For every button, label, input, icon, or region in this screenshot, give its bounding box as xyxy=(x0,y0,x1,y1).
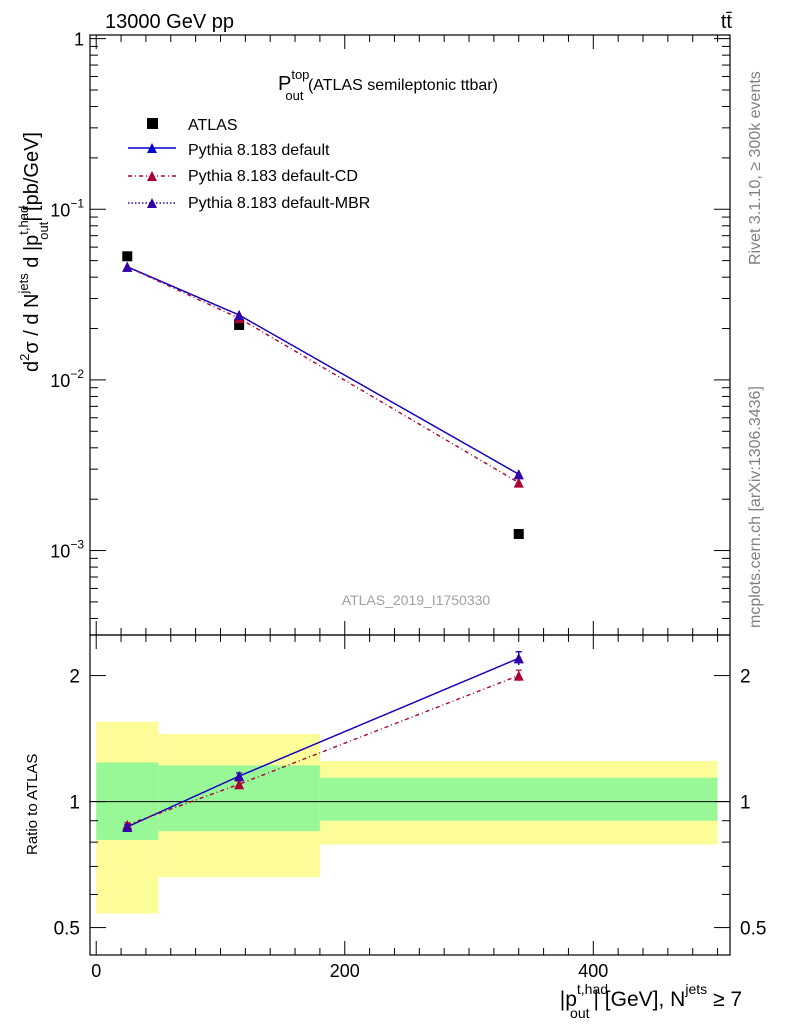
ylabel-d: d xyxy=(21,361,43,372)
ylabel-sub-out: out xyxy=(36,221,51,239)
energy-label: 13000 GeV pp xyxy=(105,11,234,33)
title-rest: (ATLAS semileptonic ttbar) xyxy=(304,77,498,94)
ylabel-sigma-dn: σ / d N xyxy=(21,294,43,354)
main-plot-frame xyxy=(89,34,731,636)
atlas-point-2 xyxy=(513,529,524,540)
title-sub: out xyxy=(285,88,303,103)
title-sup: top xyxy=(291,67,309,82)
main-marker-mbr-2 xyxy=(513,469,524,480)
x-tick-label-0: 0 xyxy=(91,961,101,981)
ratio-band-inner-2 xyxy=(319,777,718,821)
ratio-ytick-label-left-0.5: 0.5 xyxy=(54,919,80,940)
ratio-plot-frame xyxy=(89,634,731,956)
mcplots-label: mcplots.cern.ch [arXiv:1306.3436] xyxy=(747,386,764,628)
legend-label-default: Pythia 8.183 default xyxy=(188,142,330,159)
legend-label-atlas: ATLAS xyxy=(188,117,238,134)
xlabel-p: |p xyxy=(560,988,577,1011)
ylabel-sup-thad: t,had xyxy=(16,206,31,235)
x-axis-label: |pt,had out| [GeV], Njets ≥ 7 xyxy=(560,981,742,1021)
plot-title: Ptop out (ATLAS semileptonic ttbar) xyxy=(278,67,498,103)
ratio-ytick-label-right-1: 1 xyxy=(740,793,751,814)
main-ytick-label-1: 10−1 xyxy=(50,196,84,220)
atlas-point-1 xyxy=(234,319,245,330)
legend-marker-default xyxy=(147,143,157,153)
process-label: tt̄ xyxy=(721,11,733,33)
ratio-y-axis-label: Ratio to ATLAS xyxy=(24,754,41,855)
main-y-axis-label: d2σ / d Njets d |pt,had out| [pb/GeV] xyxy=(16,132,51,372)
xlabel-gev-n: | [GeV], N xyxy=(594,988,686,1011)
legend-marker-cd xyxy=(147,171,157,181)
main-marker-cd-2 xyxy=(513,477,524,488)
ratio-marker-cd-2 xyxy=(513,670,524,681)
x-tick-label-200: 200 xyxy=(330,961,360,981)
legend-marker-atlas xyxy=(147,118,158,129)
ylabel-sup-2: 2 xyxy=(17,354,32,361)
ratio-marker-mbr-1 xyxy=(234,771,245,782)
main-plot-series xyxy=(122,251,524,540)
ratio-ytick-label-left-1: 1 xyxy=(69,793,80,814)
main-marker-mbr-1 xyxy=(234,310,245,321)
ylabel-units: | [pb/GeV] xyxy=(21,132,43,222)
rivet-label: Rivet 3.1.10, ≥ 300k events xyxy=(747,71,764,265)
main-ytick-label-3: 10−3 xyxy=(50,538,84,562)
ratio-ytick-label-right-2: 2 xyxy=(740,667,751,688)
analysis-watermark: ATLAS_2019_I1750330 xyxy=(342,592,491,608)
main-line-mbr xyxy=(127,266,520,475)
legend-label-mbr: Pythia 8.183 default-MBR xyxy=(188,195,370,212)
main-marker-mbr-0 xyxy=(122,261,133,272)
ratio-ytick-label-left-2: 2 xyxy=(69,667,80,688)
ratio-marker-mbr-2 xyxy=(513,653,524,664)
ratio-plot-series xyxy=(122,651,524,832)
legend-marker-mbr xyxy=(147,198,157,208)
xlabel-sub-out: out xyxy=(570,1005,590,1021)
x-tick-label-400: 400 xyxy=(578,961,608,981)
main-ytick-label-0: 1 xyxy=(74,30,84,50)
main-line-cd xyxy=(126,266,520,484)
xlabel-geq: ≥ 7 xyxy=(707,988,742,1011)
axis-ticks: 0 200 400 1 10−1 10−2 10−3 0.5 0.5 1 1 2 2 xyxy=(50,30,766,981)
main-ytick-label-2: 10−2 xyxy=(50,367,84,391)
ylabel-dp: d |p xyxy=(21,235,43,274)
legend-label-cd: Pythia 8.183 default-CD xyxy=(188,168,358,185)
ratio-ytick-label-right-0.5: 0.5 xyxy=(740,919,766,940)
title-main: P xyxy=(278,73,291,95)
ylabel-sup-jets: jets xyxy=(16,273,31,295)
ratio-marker-cd-1 xyxy=(234,779,245,790)
atlas-point-0 xyxy=(122,251,133,262)
main-line-def xyxy=(127,266,520,475)
xlabel-sup-jets: jets xyxy=(684,981,707,997)
legend: ATLAS Pythia 8.183 default Pythia 8.183 … xyxy=(128,117,370,212)
xlabel-sup-thad: t,had xyxy=(577,981,608,997)
ratio-uncertainty-bands xyxy=(90,721,730,914)
ratio-marker-mbr-0 xyxy=(122,821,133,832)
